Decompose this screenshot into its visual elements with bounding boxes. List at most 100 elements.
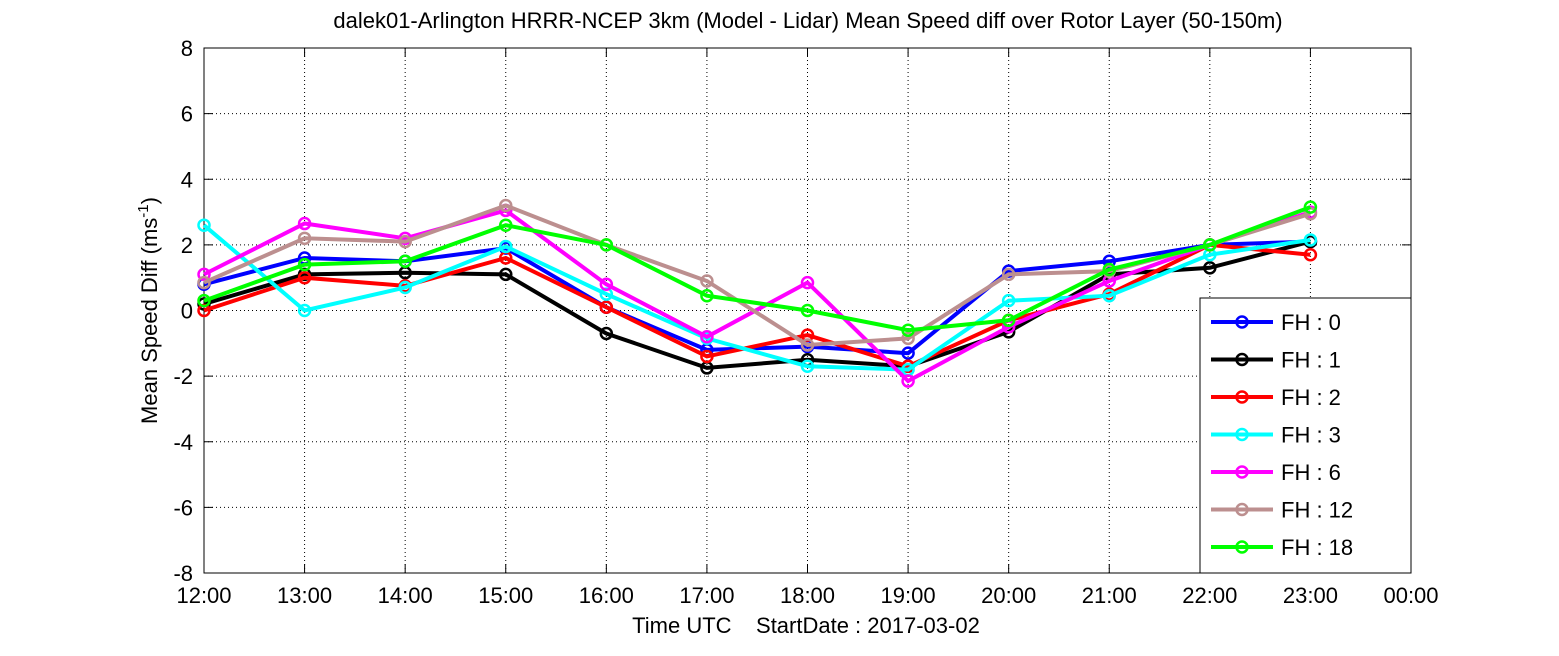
data-point bbox=[297, 270, 312, 285]
data-point bbox=[197, 293, 211, 308]
legend: FH : 0 FH : 1 FH : 2 FH : 3 FH : 6 FH : 12 FH … bbox=[1199, 297, 1412, 574]
data-point bbox=[901, 331, 915, 346]
y-tick-label: 4 bbox=[181, 167, 193, 192]
data-point bbox=[599, 238, 614, 252]
series-fh-18 bbox=[197, 200, 1318, 337]
y-tick-label: 2 bbox=[181, 233, 193, 258]
data-point bbox=[499, 218, 513, 232]
y-tick-label: 0 bbox=[181, 299, 193, 324]
data-point bbox=[1303, 200, 1318, 214]
data-point bbox=[700, 349, 714, 364]
legend-marker bbox=[1235, 465, 1249, 479]
data-point bbox=[1102, 288, 1116, 303]
data-point bbox=[599, 277, 614, 291]
data-point bbox=[297, 231, 312, 246]
y-axis-label-superscript: -1 bbox=[135, 204, 152, 217]
legend-entry: FH : 1 bbox=[1211, 348, 1341, 373]
series-line bbox=[203, 208, 1312, 384]
y-axis-label-main: Mean Speed Diff (ms bbox=[137, 218, 162, 424]
x-tick-label: 12:00 bbox=[176, 583, 231, 608]
legend-marker bbox=[1235, 540, 1249, 554]
data-point bbox=[1001, 313, 1016, 328]
data-point bbox=[800, 359, 815, 374]
data-point bbox=[901, 323, 915, 337]
data-point bbox=[197, 275, 211, 290]
x-tick-label: 16:00 bbox=[579, 583, 634, 608]
data-point bbox=[901, 374, 915, 388]
data-point bbox=[700, 330, 714, 344]
legend-items: FH : 0 FH : 1 FH : 2 FH : 3 FH : 6 FH : 12 FH … bbox=[1211, 310, 1353, 560]
data-point bbox=[499, 239, 513, 254]
data-point bbox=[297, 303, 312, 318]
data-point bbox=[1001, 267, 1016, 282]
y-tick-label: -6 bbox=[173, 495, 193, 520]
data-point bbox=[197, 267, 211, 282]
legend-entry: FH : 0 bbox=[1211, 310, 1341, 335]
data-point bbox=[297, 216, 312, 231]
x-tick-label: 17:00 bbox=[679, 583, 734, 608]
x-tick-label: 20:00 bbox=[981, 583, 1036, 608]
legend-entry: FH : 2 bbox=[1211, 385, 1341, 410]
data-point bbox=[1203, 238, 1217, 252]
x-tick-label: 23:00 bbox=[1283, 583, 1338, 608]
x-tick-label: 00:00 bbox=[1383, 583, 1438, 608]
x-tick-label: 15:00 bbox=[478, 583, 533, 608]
x-tick-label: 22:00 bbox=[1182, 583, 1237, 608]
data-point bbox=[1303, 247, 1318, 262]
legend-label: FH : 12 bbox=[1281, 498, 1353, 523]
data-point bbox=[700, 274, 714, 288]
legend-marker bbox=[1235, 427, 1249, 442]
legend-marker bbox=[1235, 502, 1249, 517]
data-point bbox=[398, 234, 412, 249]
legend-label: FH : 6 bbox=[1281, 460, 1341, 485]
x-tick-label: 13:00 bbox=[277, 583, 332, 608]
data-point bbox=[700, 288, 714, 303]
data-point bbox=[297, 257, 312, 272]
data-point bbox=[398, 254, 412, 269]
data-point bbox=[800, 275, 815, 290]
data-point bbox=[499, 198, 513, 213]
data-point bbox=[499, 267, 513, 282]
series-line bbox=[202, 223, 1311, 372]
data-point bbox=[599, 300, 614, 314]
data-point bbox=[1001, 293, 1016, 308]
x-tick-label: 19:00 bbox=[881, 583, 936, 608]
data-point bbox=[197, 218, 211, 232]
legend-label: FH : 0 bbox=[1281, 310, 1341, 335]
axis-ticks: 12:00 13:00 14:00 15:00 16:00 17:00 18:00 19:00… bbox=[173, 36, 1438, 608]
legend-entry: FH : 3 bbox=[1211, 423, 1341, 448]
legend-entry: FH : 18 bbox=[1211, 535, 1353, 560]
series-line bbox=[203, 242, 1311, 369]
data-point bbox=[599, 326, 614, 341]
series-group bbox=[197, 198, 1318, 388]
y-tick-label: 8 bbox=[181, 36, 193, 61]
legend-entry: FH : 6 bbox=[1211, 460, 1341, 485]
data-point bbox=[1303, 233, 1318, 247]
x-axis-label: Time UTC StartDate : 2017-03-02 bbox=[632, 613, 980, 638]
y-tick-label: -2 bbox=[173, 364, 193, 389]
legend-label: FH : 3 bbox=[1281, 423, 1341, 448]
x-tick-label: 14:00 bbox=[378, 583, 433, 608]
data-point bbox=[901, 346, 915, 360]
data-point bbox=[1203, 261, 1217, 275]
chart-title: dalek01-Arlington HRRR-NCEP 3km (Model -… bbox=[333, 8, 1282, 33]
data-point bbox=[398, 280, 412, 295]
legend-label: FH : 1 bbox=[1281, 348, 1341, 373]
series-line bbox=[203, 205, 1312, 333]
x-tick-label: 21:00 bbox=[1082, 583, 1137, 608]
legend-marker bbox=[1235, 352, 1249, 367]
y-tick-label: -4 bbox=[173, 430, 193, 455]
legend-label: FH : 2 bbox=[1281, 385, 1341, 410]
y-tick-label: -8 bbox=[173, 561, 193, 586]
legend-marker bbox=[1235, 315, 1249, 329]
data-point bbox=[1102, 262, 1116, 277]
legend-marker bbox=[1235, 390, 1249, 404]
y-axis-label-close: ) bbox=[137, 197, 162, 204]
x-tick-label: 18:00 bbox=[780, 583, 835, 608]
y-axis-label: Mean Speed Diff (ms-1) bbox=[135, 197, 162, 424]
legend-label: FH : 18 bbox=[1281, 535, 1353, 560]
data-point bbox=[800, 303, 815, 318]
legend-entry: FH : 12 bbox=[1211, 498, 1353, 523]
